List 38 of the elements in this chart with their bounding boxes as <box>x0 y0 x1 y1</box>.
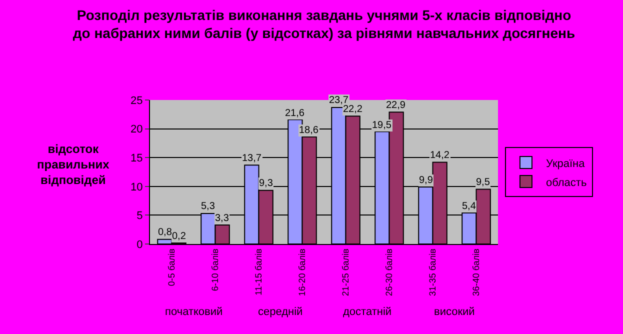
y-tick-label: 25 <box>130 94 143 107</box>
data-label: 23,7 <box>329 95 349 106</box>
data-label: 0,8 <box>158 227 172 238</box>
text: високий <box>434 306 475 318</box>
data-label: 21,6 <box>285 108 305 119</box>
x-tick-label: 36-40 балів <box>471 248 482 296</box>
text: початковий <box>165 306 223 318</box>
text: середній <box>258 306 303 318</box>
data-label: 19,5 <box>372 120 392 131</box>
data-label: 13,7 <box>242 153 262 164</box>
data-label: 14,2 <box>430 150 450 161</box>
data-label: 5,4 <box>462 201 476 212</box>
y-tick-label: 20 <box>130 124 143 136</box>
text: достатній <box>343 306 392 318</box>
data-label: 9,9 <box>419 175 434 186</box>
data-label: 9,3 <box>259 178 274 189</box>
x-tick-label: 6-10 балів <box>210 248 220 292</box>
data-label: 22,2 <box>343 104 363 115</box>
x-tick-label: 16-20 балів <box>297 248 308 296</box>
data-label: 22,9 <box>386 100 406 111</box>
y-axis-title: відсоток правильних відповідей <box>37 142 110 188</box>
x-tick-label: 26-30 балів <box>384 248 394 296</box>
chart-title: Розподіл результатів виконання завдань учнями 5-х класів відповідно до набраних ними балів (у відсотках) за рівнями навчальних досягнень <box>72 7 576 42</box>
y-tick-label: 15 <box>130 152 143 164</box>
data-label: 9,5 <box>476 177 490 188</box>
data-label: 0,2 <box>172 231 186 242</box>
data-label: 5,3 <box>201 201 216 212</box>
x-tick-label: 11-15 балів <box>254 248 264 296</box>
legend-label: область <box>546 176 587 189</box>
data-label: 18,6 <box>299 125 319 136</box>
legend-label: Україна <box>546 158 586 170</box>
y-tick-label: 0 <box>136 238 143 251</box>
x-tick-label: 21-25 балів <box>340 248 351 296</box>
y-tick-label: 10 <box>130 181 143 194</box>
x-tick-label: 31-35 балів <box>428 248 438 296</box>
y-tick-label: 5 <box>136 210 143 222</box>
x-tick-label: 0-5 балів <box>166 248 177 286</box>
data-label: 3,3 <box>215 213 230 224</box>
